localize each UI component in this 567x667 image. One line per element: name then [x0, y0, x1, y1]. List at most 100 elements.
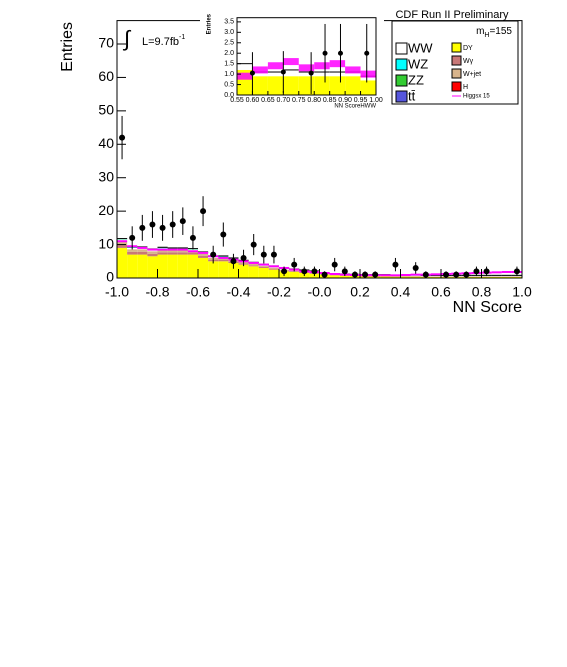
stack-segment: [345, 76, 361, 95]
stack-segment: [117, 247, 128, 278]
stack-segment: [167, 254, 178, 278]
mass-label: mH=155: [476, 26, 512, 39]
stack-segment: [157, 249, 168, 253]
stack-segment: [258, 267, 269, 278]
stack-segment: [298, 72, 315, 77]
y-tick-label: 30: [98, 168, 114, 184]
data-point: [321, 271, 328, 278]
header: CDF Run II Preliminary: [395, 9, 509, 21]
stack-segment: [198, 257, 209, 278]
stack-segment: [283, 69, 299, 77]
stack-segment: [117, 241, 128, 245]
data-point: [169, 221, 176, 228]
mass-value: =155: [489, 26, 512, 37]
x-tick-label: 0.75: [292, 97, 306, 104]
stack-segment: [228, 262, 239, 278]
legend-label: ZZ: [408, 72, 424, 87]
x-tick-label: 1.00: [369, 97, 383, 104]
stack-segment: [167, 249, 178, 253]
x-tick-label: 0.55: [230, 97, 244, 104]
stack-segment: [147, 249, 158, 252]
y-tick-label: 3.5: [224, 19, 234, 26]
legend-swatch: [395, 74, 408, 87]
stack-segment: [258, 265, 269, 266]
stack-segment: [511, 276, 522, 278]
legend-label: WW: [408, 40, 433, 55]
data-point: [337, 50, 343, 56]
stack-segment: [501, 276, 512, 278]
y-axis-title: Entries: [59, 22, 76, 72]
x-tick-label: 0.65: [261, 97, 275, 104]
stack-segment: [127, 249, 138, 252]
stack-segment: [283, 76, 299, 95]
stack-segment: [218, 261, 229, 278]
stack-segment: [268, 266, 279, 268]
stack-segment: [252, 72, 268, 77]
stack-segment: [267, 72, 284, 77]
inset-x-title: NN ScoreHWW: [334, 104, 376, 110]
stack-segment: [329, 72, 346, 77]
y-tick-label: 1.5: [224, 61, 234, 68]
legend-label: tt̄: [408, 88, 416, 103]
data-point: [159, 224, 166, 231]
stack-segment: [238, 264, 249, 278]
data-point: [200, 208, 207, 215]
data-point: [483, 268, 490, 275]
y-tick-label: 10: [98, 235, 114, 251]
legend-label: WZ: [408, 56, 428, 71]
x-tick-label: -1.0: [105, 284, 129, 300]
y-tick-label: 20: [98, 202, 114, 218]
data-point: [270, 251, 277, 258]
lumi-text: L=9.7fb-1: [142, 34, 185, 48]
stack-segment: [157, 254, 168, 278]
stack-segment: [248, 265, 259, 267]
legend-swatch: [451, 55, 462, 66]
data-point: [139, 224, 146, 231]
stack-segment: [289, 271, 300, 272]
data-point: [240, 254, 247, 261]
lumi-symbol: ∫: [122, 26, 132, 51]
x-tick-label: -0.0: [307, 284, 331, 300]
stack-segment: [127, 254, 138, 278]
data-point: [280, 69, 286, 75]
data-point: [331, 261, 338, 268]
stack-segment: [187, 252, 198, 255]
mass-symbol: m: [476, 26, 484, 37]
lumi-unit-exponent: -1: [179, 34, 185, 41]
y-tick-label: 0.0: [224, 92, 234, 99]
stack-segment: [360, 80, 376, 95]
x-tick-label: 0.60: [246, 97, 260, 104]
stack-segment: [430, 276, 441, 278]
stack-segment: [289, 271, 300, 278]
stack-segment: [208, 261, 219, 278]
lumi-value: L=9.7fb: [142, 36, 179, 48]
stack-segment: [390, 276, 401, 278]
data-point: [372, 271, 379, 278]
legend-label: DY: [463, 45, 473, 52]
data-point: [281, 268, 288, 275]
y-tick-label: 0: [106, 269, 114, 285]
data-point: [322, 50, 328, 56]
legend-label: W+jet: [463, 71, 481, 78]
data-point: [392, 261, 399, 268]
stack-segment: [137, 254, 148, 278]
legend-label: Higgsx 15: [463, 94, 490, 100]
data-point: [260, 251, 267, 258]
x-tick-label: 0.95: [354, 97, 368, 104]
data-point: [129, 234, 136, 241]
data-point: [301, 268, 308, 275]
stack-segment: [400, 276, 411, 278]
data-point: [473, 268, 480, 275]
data-point: [230, 258, 237, 265]
stack-segment: [198, 255, 209, 258]
plot-area: [237, 23, 376, 95]
stack-segment: [147, 251, 158, 254]
inset-y-title: Entries: [207, 13, 213, 34]
stack-segment: [218, 259, 229, 262]
stack-segment: [157, 252, 168, 255]
data-point: [364, 50, 370, 56]
data-point: [210, 251, 217, 258]
x-tick-label: 0.6: [431, 284, 451, 300]
x-tick-label: 1.0: [512, 284, 532, 300]
y-tick-label: 3.0: [224, 29, 234, 36]
